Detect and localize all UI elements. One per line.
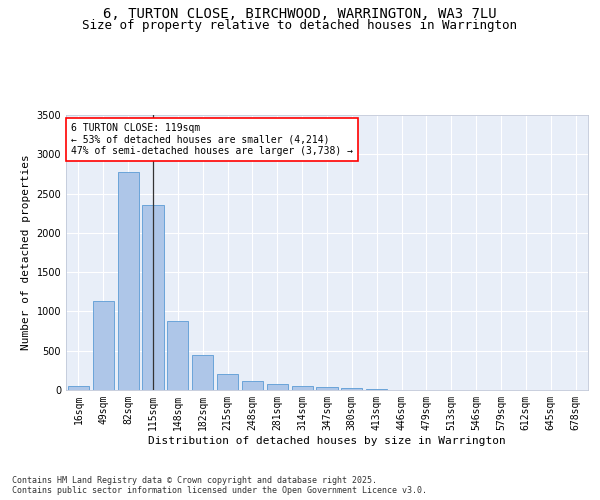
Bar: [366, 389, 387, 390]
Bar: [341, 388, 362, 390]
Bar: [292, 386, 313, 390]
Text: Size of property relative to detached houses in Warrington: Size of property relative to detached ho…: [83, 18, 517, 32]
Bar: [142, 206, 164, 390]
Bar: [192, 356, 213, 390]
Text: Contains HM Land Registry data © Crown copyright and database right 2025.
Contai: Contains HM Land Registry data © Crown c…: [12, 476, 427, 495]
Bar: [167, 321, 188, 390]
X-axis label: Distribution of detached houses by size in Warrington: Distribution of detached houses by size …: [148, 436, 506, 446]
Bar: [118, 172, 139, 390]
Text: 6 TURTON CLOSE: 119sqm
← 53% of detached houses are smaller (4,214)
47% of semi-: 6 TURTON CLOSE: 119sqm ← 53% of detached…: [71, 123, 353, 156]
Text: 6, TURTON CLOSE, BIRCHWOOD, WARRINGTON, WA3 7LU: 6, TURTON CLOSE, BIRCHWOOD, WARRINGTON, …: [103, 8, 497, 22]
Bar: [93, 301, 114, 390]
Bar: [217, 374, 238, 390]
Bar: [316, 387, 338, 390]
Bar: [242, 382, 263, 390]
Bar: [68, 386, 89, 390]
Y-axis label: Number of detached properties: Number of detached properties: [21, 154, 31, 350]
Bar: [267, 384, 288, 390]
